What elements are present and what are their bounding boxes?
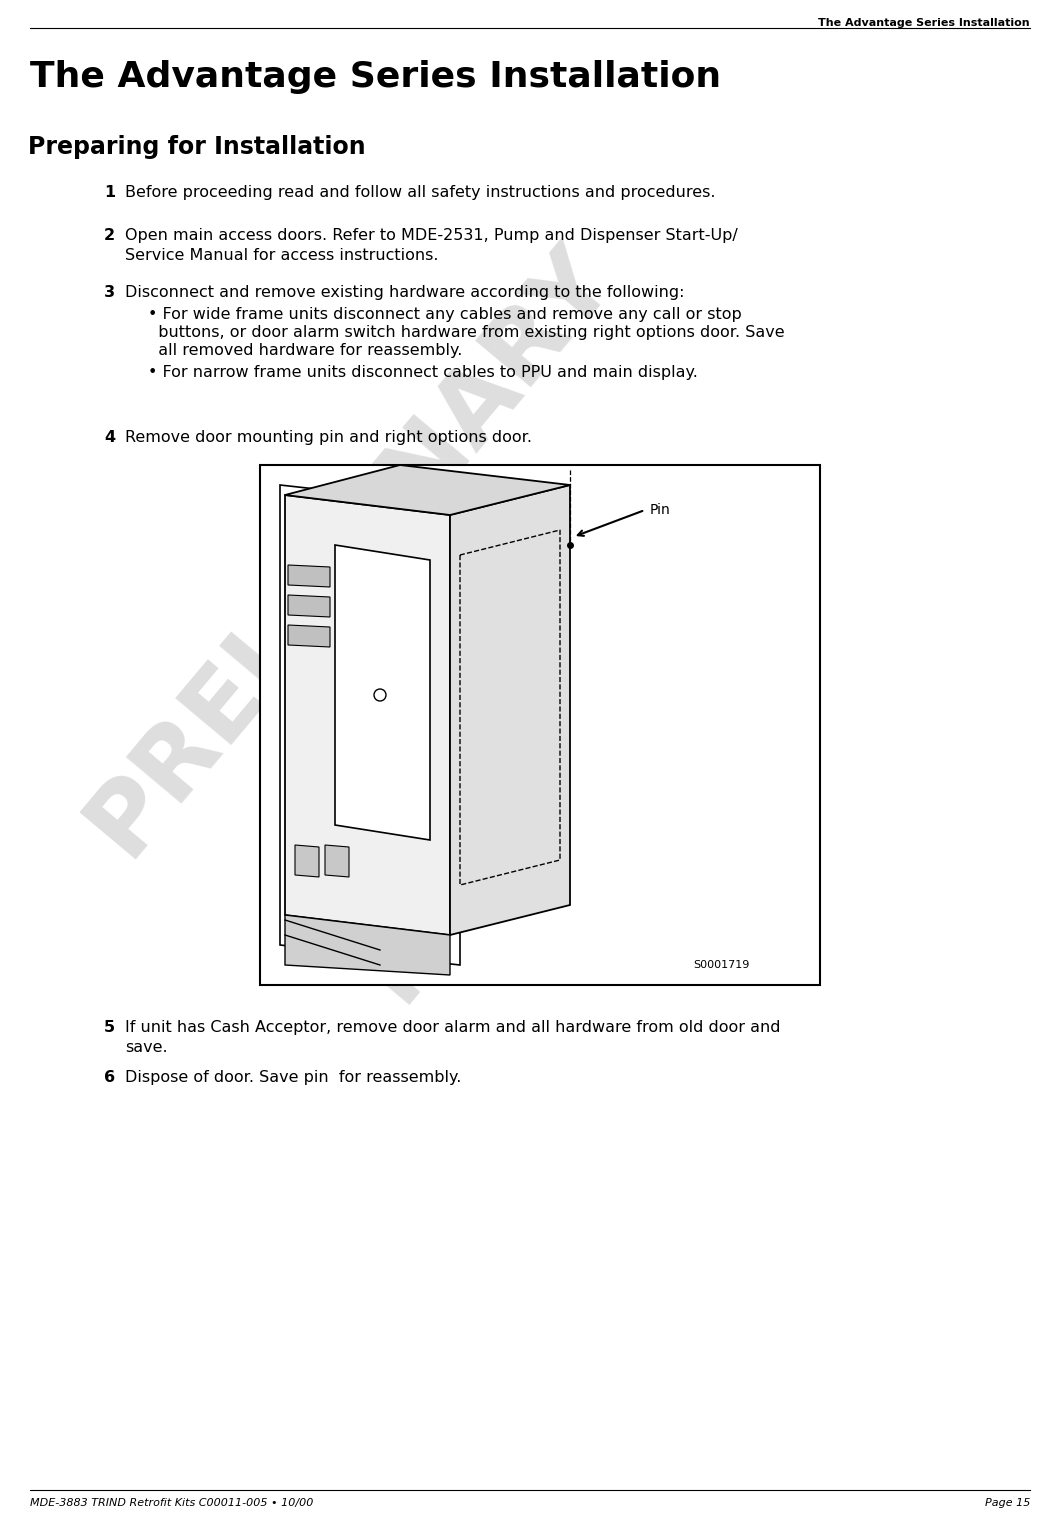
Text: MDE-3883 TRIND Retrofit Kits C00011-005 • 10/00: MDE-3883 TRIND Retrofit Kits C00011-005 … [30, 1499, 313, 1508]
Text: Preparing for Installation: Preparing for Installation [28, 134, 366, 159]
Text: 6: 6 [104, 1070, 115, 1085]
Text: 3: 3 [104, 285, 115, 301]
Text: Before proceeding read and follow all safety instructions and procedures.: Before proceeding read and follow all sa… [125, 185, 716, 200]
Text: Service Manual for access instructions.: Service Manual for access instructions. [125, 249, 438, 262]
Text: S0001719: S0001719 [694, 960, 750, 971]
Text: FCC 11/30: FCC 11/30 [352, 577, 747, 1024]
Polygon shape [285, 465, 570, 514]
Polygon shape [285, 494, 450, 935]
Text: Remove door mounting pin and right options door.: Remove door mounting pin and right optio… [125, 430, 532, 446]
Text: The Advantage Series Installation: The Advantage Series Installation [819, 18, 1030, 27]
Text: • For wide frame units disconnect any cables and remove any call or stop: • For wide frame units disconnect any ca… [148, 307, 742, 322]
Polygon shape [280, 485, 460, 964]
Polygon shape [285, 916, 450, 975]
Text: The Advantage Series Installation: The Advantage Series Installation [30, 60, 721, 95]
Polygon shape [335, 545, 430, 839]
Polygon shape [288, 565, 330, 588]
Text: 1: 1 [104, 185, 115, 200]
Text: 2: 2 [104, 227, 115, 243]
Text: Page 15: Page 15 [985, 1499, 1030, 1508]
Polygon shape [450, 485, 570, 935]
Text: all removed hardware for reassembly.: all removed hardware for reassembly. [148, 343, 462, 359]
Polygon shape [288, 595, 330, 617]
Text: If unit has Cash Acceptor, remove door alarm and all hardware from old door and: If unit has Cash Acceptor, remove door a… [125, 1019, 781, 1035]
Text: save.: save. [125, 1041, 167, 1054]
Text: Open main access doors. Refer to MDE-2531, Pump and Dispenser Start-Up/: Open main access doors. Refer to MDE-253… [125, 227, 738, 243]
Text: Pin: Pin [650, 504, 671, 517]
Polygon shape [295, 845, 320, 877]
Text: • For narrow frame units disconnect cables to PPU and main display.: • For narrow frame units disconnect cabl… [148, 365, 698, 380]
Text: Dispose of door. Save pin  for reassembly.: Dispose of door. Save pin for reassembly… [125, 1070, 461, 1085]
Bar [260, 465, 820, 984]
Text: 4: 4 [104, 430, 115, 446]
Text: buttons, or door alarm switch hardware from existing right options door. Save: buttons, or door alarm switch hardware f… [148, 325, 785, 340]
Text: PRELIMINARY: PRELIMINARY [68, 227, 632, 873]
Polygon shape [288, 626, 330, 647]
Text: 5: 5 [104, 1019, 115, 1035]
Polygon shape [325, 845, 349, 877]
Text: Disconnect and remove existing hardware according to the following:: Disconnect and remove existing hardware … [125, 285, 684, 301]
